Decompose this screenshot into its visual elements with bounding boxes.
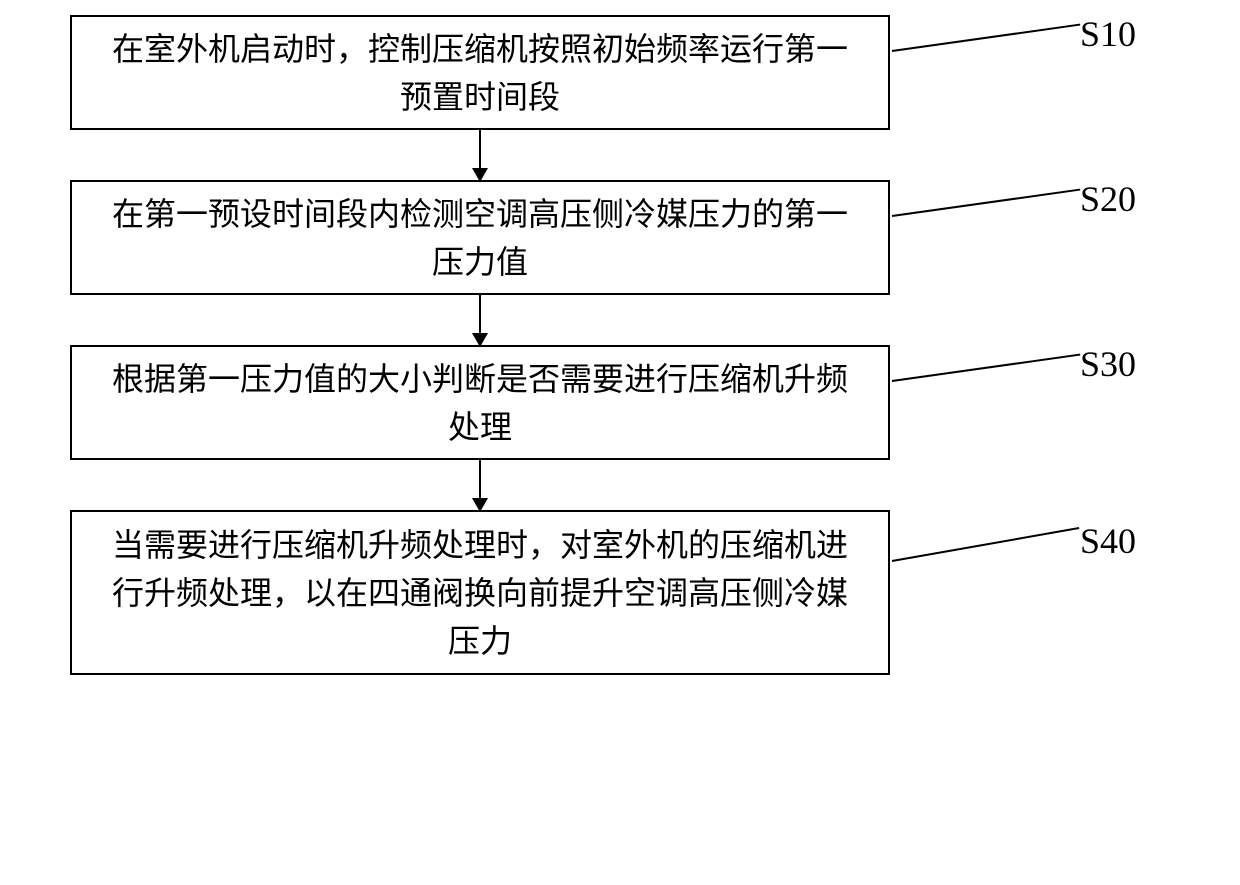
arrow-3 [479, 460, 481, 510]
connector-s40 [892, 527, 1079, 562]
step-s20-container: 在第一预设时间段内检测空调高压侧冷媒压力的第一压力值 S20 [70, 180, 1170, 295]
step-box-s10: 在室外机启动时，控制压缩机按照初始频率运行第一预置时间段 [70, 15, 890, 130]
step-s10-container: 在室外机启动时，控制压缩机按照初始频率运行第一预置时间段 S10 [70, 15, 1170, 130]
step-label-s30: S30 [1080, 343, 1136, 385]
step-box-s40: 当需要进行压缩机升频处理时，对室外机的压缩机进行升频处理，以在四通阀换向前提升空… [70, 510, 890, 675]
step-text-s40: 当需要进行压缩机升频处理时，对室外机的压缩机进行升频处理，以在四通阀换向前提升空… [102, 521, 858, 665]
step-box-s20: 在第一预设时间段内检测空调高压侧冷媒压力的第一压力值 [70, 180, 890, 295]
step-s40-container: 当需要进行压缩机升频处理时，对室外机的压缩机进行升频处理，以在四通阀换向前提升空… [70, 510, 1170, 675]
step-label-s20: S20 [1080, 178, 1136, 220]
connector-s20 [892, 189, 1080, 217]
step-text-s10: 在室外机启动时，控制压缩机按照初始频率运行第一预置时间段 [102, 25, 858, 121]
flowchart-container: 在室外机启动时，控制压缩机按照初始频率运行第一预置时间段 S10 在第一预设时间… [70, 15, 1170, 675]
step-s30-container: 根据第一压力值的大小判断是否需要进行压缩机升频处理 S30 [70, 345, 1170, 460]
step-label-s10: S10 [1080, 13, 1136, 55]
step-label-s40: S40 [1080, 520, 1136, 562]
step-box-s30: 根据第一压力值的大小判断是否需要进行压缩机升频处理 [70, 345, 890, 460]
connector-s10 [892, 24, 1080, 52]
arrow-2 [479, 295, 481, 345]
step-text-s30: 根据第一压力值的大小判断是否需要进行压缩机升频处理 [102, 355, 858, 451]
step-text-s20: 在第一预设时间段内检测空调高压侧冷媒压力的第一压力值 [102, 190, 858, 286]
arrow-1 [479, 130, 481, 180]
connector-s30 [892, 354, 1080, 382]
